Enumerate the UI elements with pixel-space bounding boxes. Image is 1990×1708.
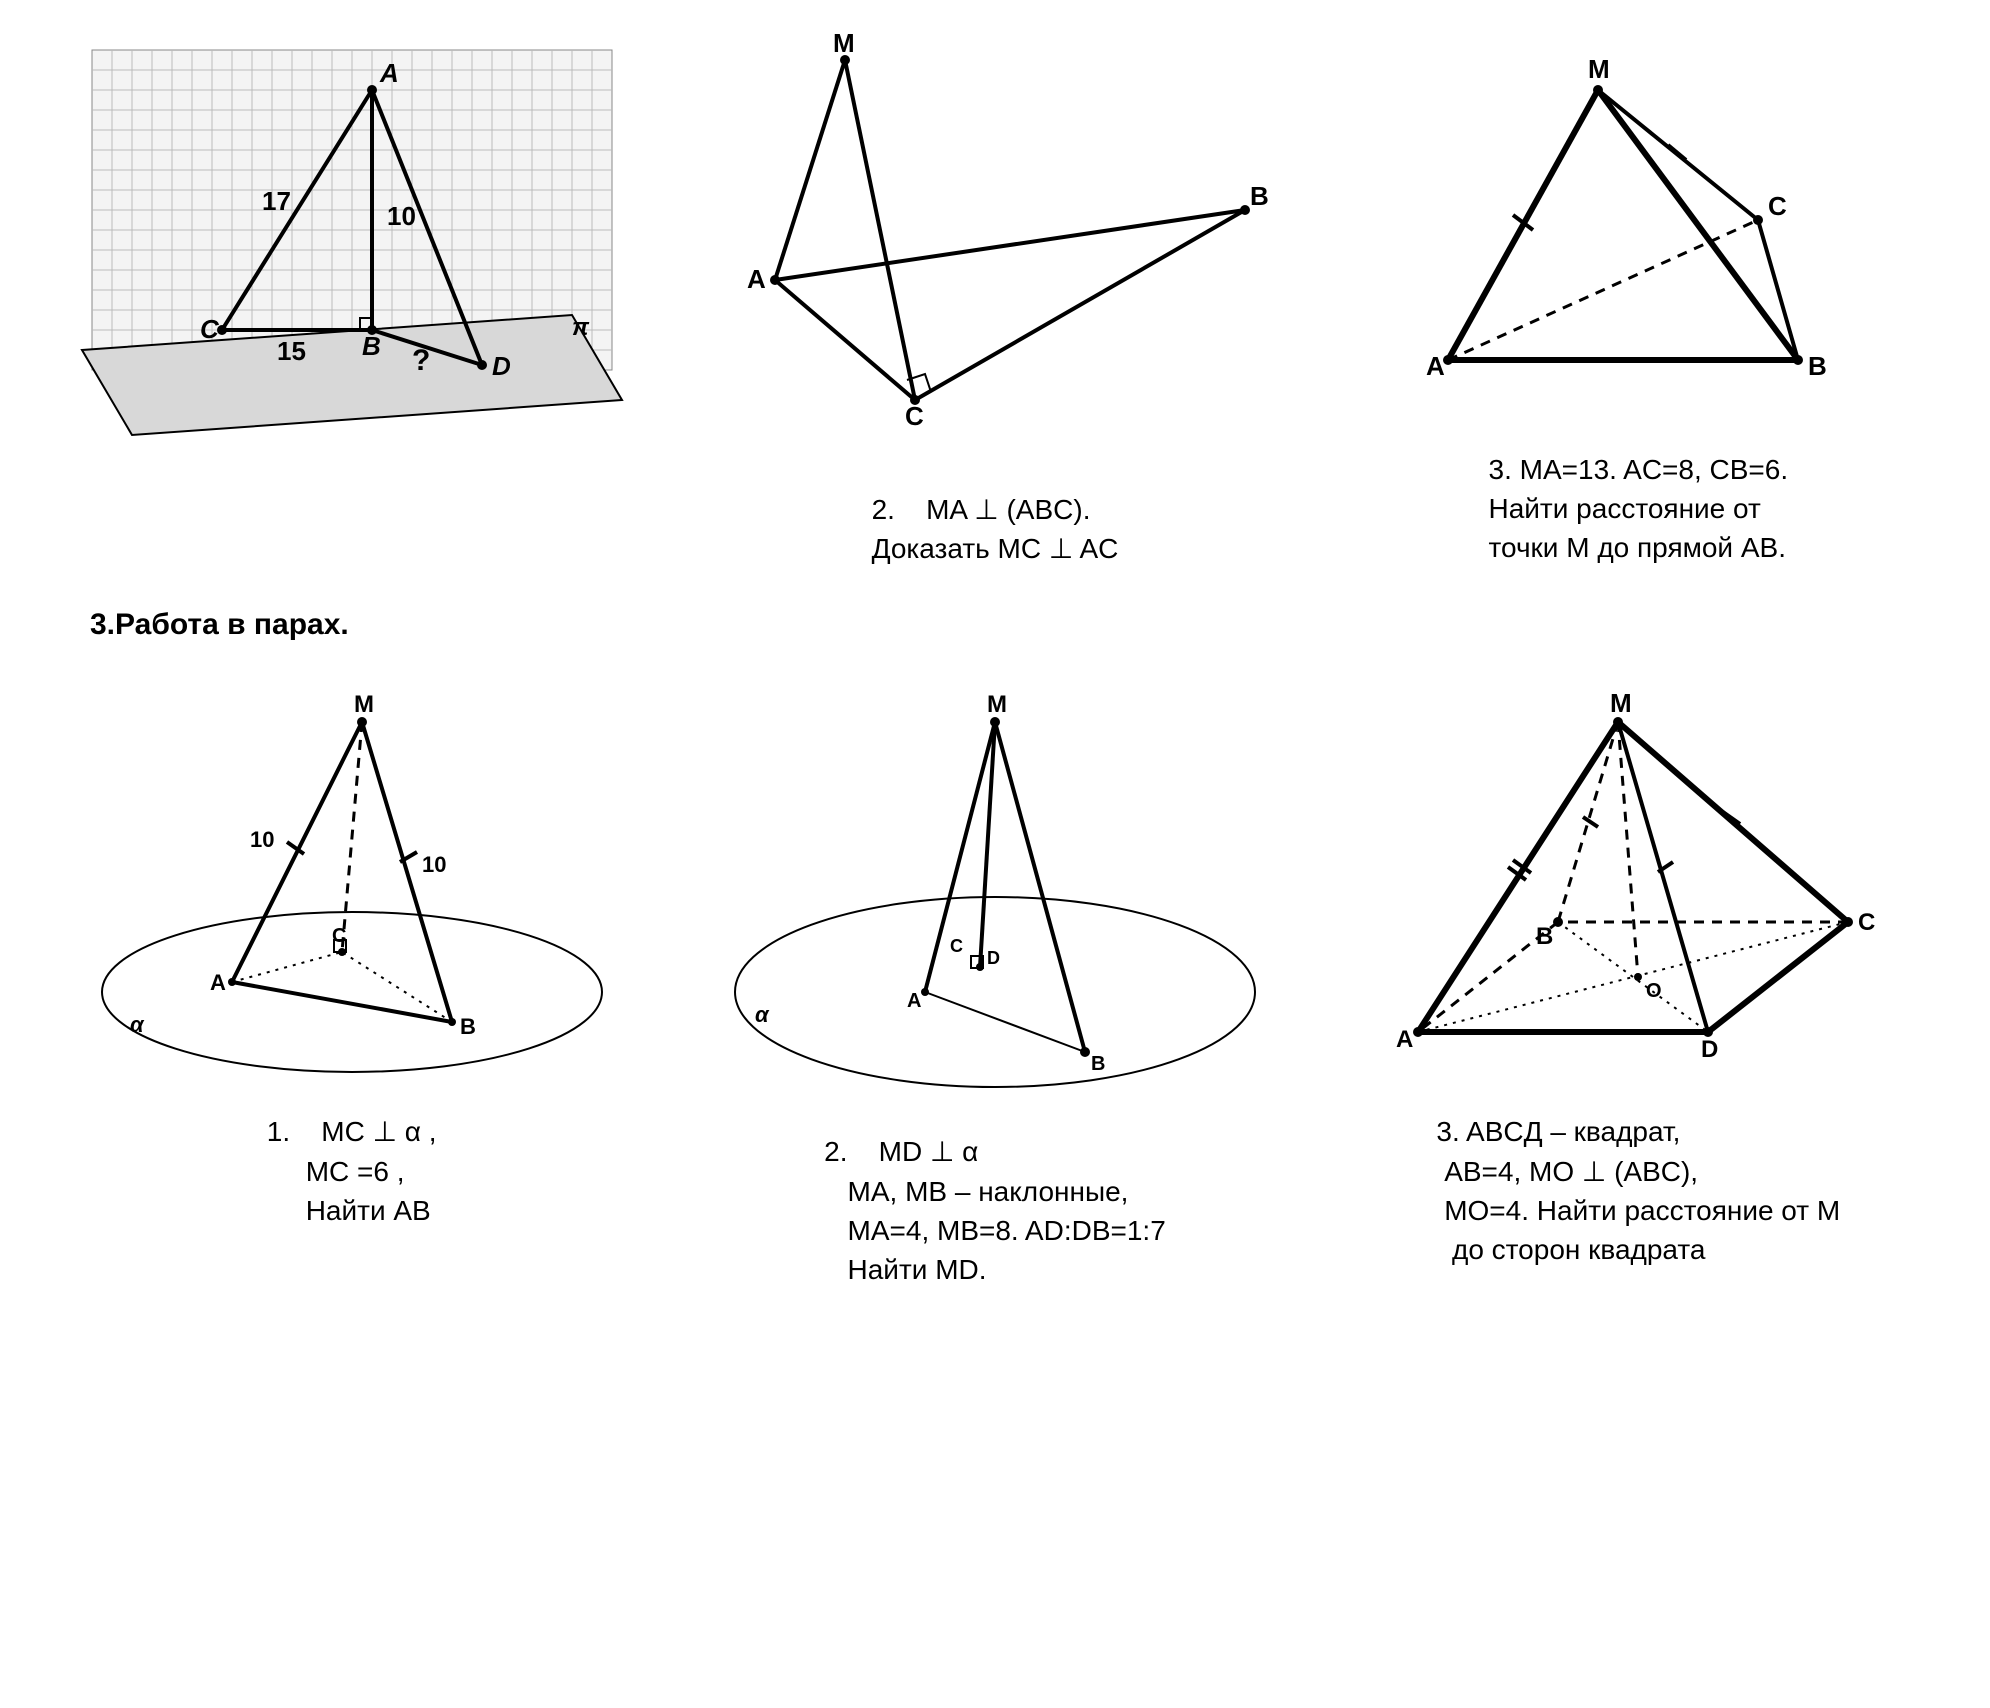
diagram-square-pyramid: M A D C B O — [1358, 672, 1918, 1092]
problem-2-top: M A C B 2. MA ⊥ (ABC). Доказать MC ⊥ AC — [673, 30, 1316, 568]
svg-text:A: A — [210, 970, 226, 995]
svg-text:10: 10 — [422, 852, 446, 877]
problem-1-top: A C B D π 17 10 15 ? — [30, 30, 673, 490]
svg-text:B: B — [1536, 923, 1553, 950]
row-2: M A B C α 10 10 1. MC ⊥ α , MC =6 , Найт… — [30, 672, 1960, 1289]
problem-3-bottom: M A D C B O 3. ABCД – квадрат, AB=4, MO … — [1317, 672, 1960, 1269]
svg-text:C: C — [1768, 191, 1787, 221]
caption-3-bottom: 3. ABCД – квадрат, AB=4, MO ⊥ (ABC), MO=… — [1436, 1112, 1840, 1269]
caption-number: 2. — [872, 494, 895, 525]
caption-line: MC =6 , — [306, 1156, 405, 1187]
svg-text:D: D — [1701, 1036, 1718, 1063]
svg-text:D: D — [987, 948, 1000, 968]
svg-text:M: M — [833, 30, 855, 58]
svg-text:A: A — [1396, 1026, 1413, 1053]
caption-line: Найти MD. — [848, 1254, 987, 1285]
svg-text:?: ? — [412, 344, 430, 377]
svg-text:π: π — [572, 314, 590, 341]
svg-text:B: B — [1091, 1053, 1105, 1075]
svg-text:D: D — [492, 351, 511, 381]
caption-line: точки М до прямой AB. — [1489, 532, 1786, 563]
svg-text:C: C — [1858, 909, 1875, 936]
caption-number: 1. — [267, 1116, 290, 1147]
svg-text:M: M — [1588, 54, 1610, 84]
caption-line: Доказать MC ⊥ AC — [872, 533, 1119, 564]
diagram-tetra-mac: M A B C — [1378, 30, 1898, 430]
svg-text:10: 10 — [387, 201, 416, 231]
svg-text:B: B — [460, 1014, 476, 1039]
svg-text:M: M — [354, 691, 374, 718]
diagram-ellipse-md: M A B D C α — [715, 672, 1275, 1112]
caption-1-bottom: 1. MC ⊥ α , MC =6 , Найти AB — [267, 1112, 437, 1230]
caption-line: до сторон квадрата — [1452, 1234, 1706, 1265]
svg-text:B: B — [362, 331, 381, 361]
caption-line: MA=13. AC=8, CB=6. — [1520, 454, 1789, 485]
diagram-grid-pyramid: A C B D π 17 10 15 ? — [72, 30, 632, 470]
caption-line: MD ⊥ α — [879, 1136, 979, 1167]
caption-number: 3. — [1489, 454, 1512, 485]
diagram-ellipse-mc: M A B C α 10 10 — [82, 672, 622, 1092]
diagram-perpendicular-plane: M A C B — [715, 30, 1275, 470]
svg-text:α: α — [130, 1012, 145, 1037]
svg-text:M: M — [987, 691, 1007, 718]
svg-text:B: B — [1808, 351, 1827, 381]
caption-3-top: 3. MA=13. AC=8, CB=6. Найти расстояние о… — [1489, 450, 1789, 568]
problem-3-top: M A B C 3. MA=13. AC=8, CB=6. Найти расс… — [1317, 30, 1960, 568]
svg-text:B: B — [1250, 181, 1269, 211]
svg-text:M: M — [1610, 688, 1632, 718]
caption-line: MA ⊥ (ABC). — [926, 494, 1090, 525]
caption-line: AB=4, MO ⊥ (ABC), — [1444, 1156, 1698, 1187]
caption-line: Найти AB — [306, 1195, 431, 1226]
svg-text:17: 17 — [262, 186, 291, 216]
caption-number: 3. — [1436, 1116, 1459, 1147]
caption-2-bottom: 2. MD ⊥ α MA, MB – наклонные, MA=4, MB=8… — [824, 1132, 1166, 1289]
problem-2-bottom: M A B D C α 2. MD ⊥ α MA, MB – наклонные… — [673, 672, 1316, 1289]
caption-line: Найти расстояние от — [1489, 493, 1761, 524]
svg-text:A: A — [907, 990, 921, 1012]
svg-text:A: A — [379, 58, 399, 88]
svg-text:C: C — [200, 314, 220, 344]
svg-text:15: 15 — [277, 336, 306, 366]
svg-text:O: O — [1646, 980, 1662, 1002]
caption-line: MC ⊥ α , — [321, 1116, 436, 1147]
caption-line: ABCД – квадрат, — [1466, 1116, 1680, 1147]
caption-line: MA=4, MB=8. AD:DB=1:7 — [848, 1215, 1166, 1246]
svg-text:C: C — [332, 925, 346, 947]
svg-text:C: C — [905, 401, 924, 431]
row-1: A C B D π 17 10 15 ? M A C B — [30, 30, 1960, 568]
section-title: 3.Работа в парах. — [90, 608, 1960, 642]
caption-2-top: 2. MA ⊥ (ABC). Доказать MC ⊥ AC — [872, 490, 1119, 568]
svg-text:C: C — [950, 936, 963, 956]
caption-line: MO=4. Найти расстояние от М — [1444, 1195, 1840, 1226]
svg-text:10: 10 — [250, 827, 274, 852]
svg-text:α: α — [755, 1002, 770, 1027]
caption-line: MA, MB – наклонные, — [848, 1176, 1129, 1207]
svg-text:A: A — [1426, 351, 1445, 381]
caption-number: 2. — [824, 1136, 847, 1167]
problem-1-bottom: M A B C α 10 10 1. MC ⊥ α , MC =6 , Найт… — [30, 672, 673, 1230]
svg-text:A: A — [747, 264, 766, 294]
